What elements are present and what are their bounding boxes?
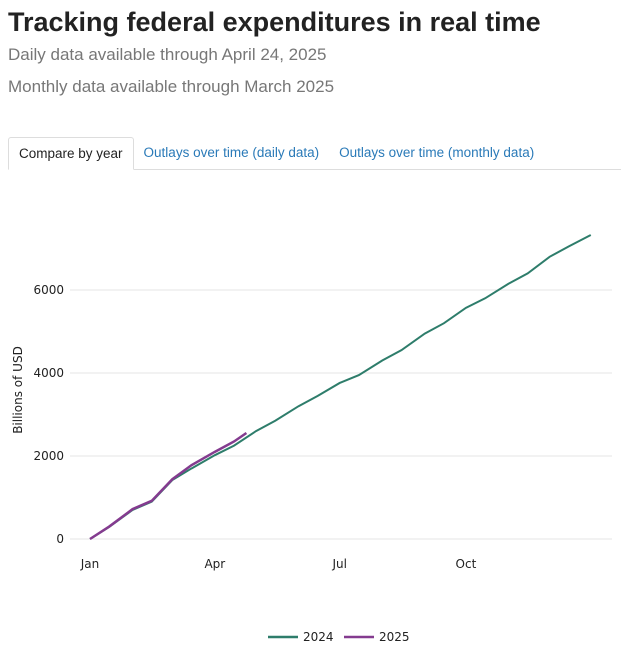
x-tick-label: Jul	[331, 557, 346, 571]
legend-label-2025: 2025	[379, 630, 410, 644]
y-tick-label: 4000	[33, 366, 64, 380]
y-tick-label: 2000	[33, 449, 64, 463]
y-tick-label: 0	[56, 532, 64, 546]
legend-label-2024: 2024	[303, 630, 334, 644]
daily-data-note: Daily data available through April 24, 2…	[8, 45, 327, 64]
series-line-2025	[89, 431, 248, 541]
x-tick-label: Oct	[456, 557, 477, 571]
y-axis-label: Billions of USD	[11, 346, 25, 434]
series-line-2024	[89, 234, 592, 540]
tab-compare-by-year[interactable]: Compare by year	[8, 137, 134, 170]
x-tick-label: Apr	[204, 557, 225, 571]
x-tick-label: Jan	[80, 557, 100, 571]
y-tick-label: 6000	[33, 283, 64, 297]
tab-monthly-data[interactable]: Outlays over time (monthly data)	[339, 145, 535, 160]
tab-bar: Compare by year Outlays over time (daily…	[8, 137, 621, 170]
tab-daily-data[interactable]: Outlays over time (daily data)	[143, 145, 320, 160]
monthly-data-note: Monthly data available through March 202…	[8, 77, 335, 96]
page-title: Tracking federal expenditures in real ti…	[8, 7, 541, 37]
